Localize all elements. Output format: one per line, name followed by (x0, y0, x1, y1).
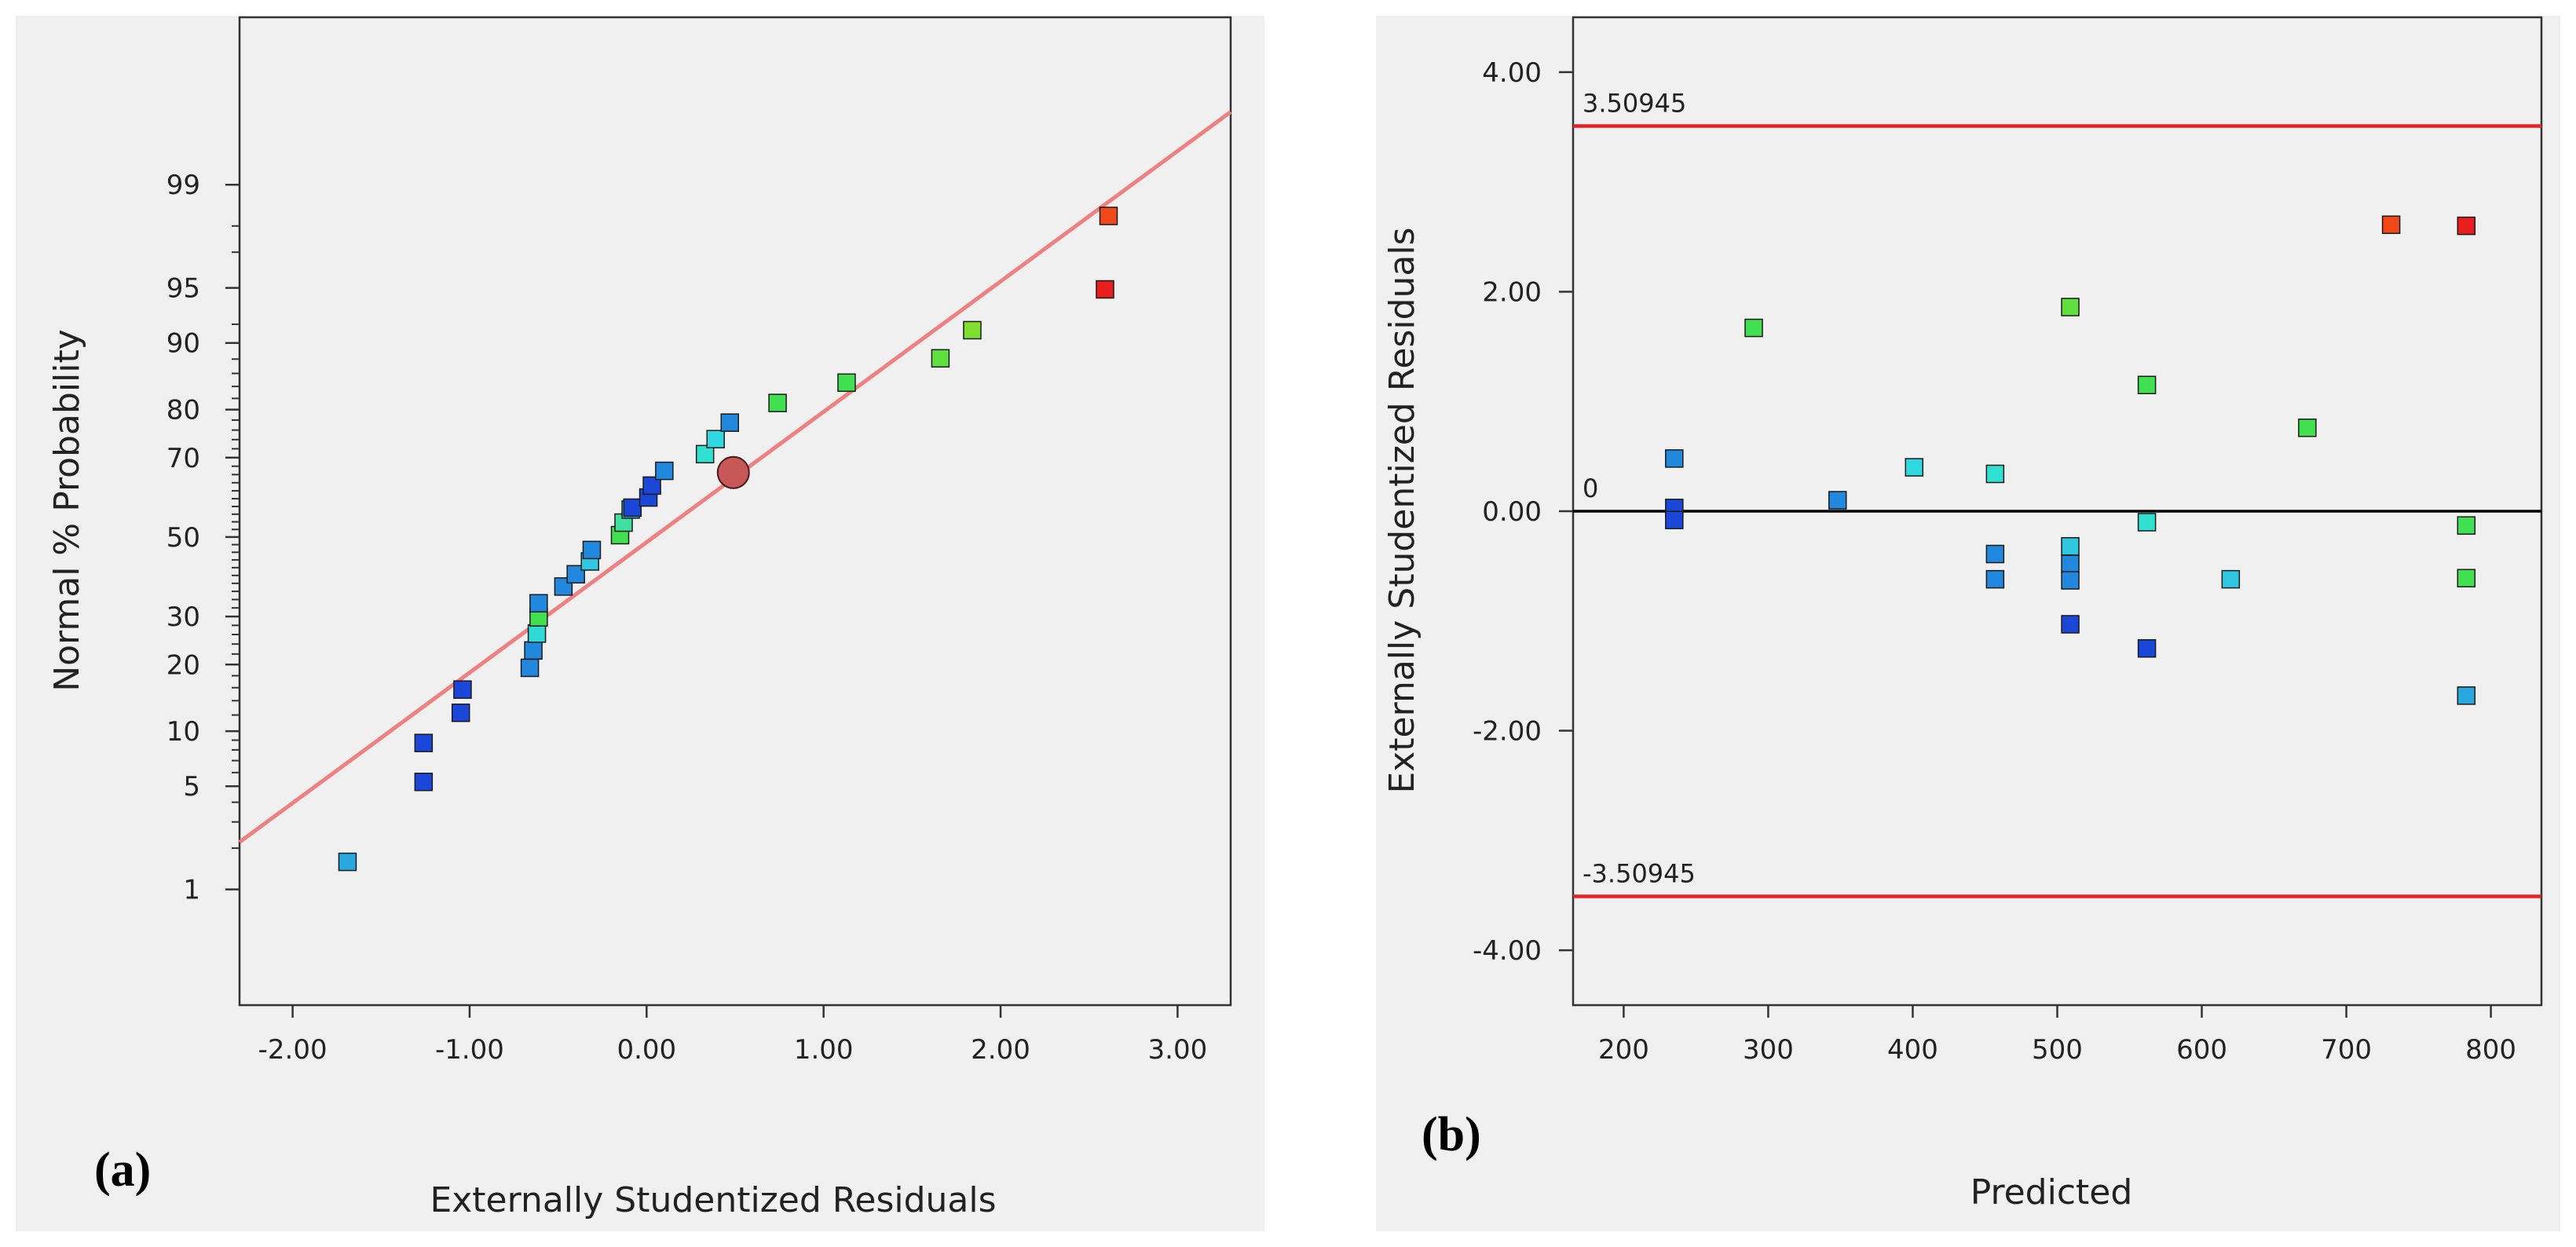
panel-b-reference-label: 3.50945 (1583, 88, 1686, 118)
panel-b-data-point (2137, 513, 2157, 532)
panel-b-x-tick-label: 400 (1887, 1034, 1938, 1066)
panel-a-x-axis-title: Externally Studentized Residuals (430, 1180, 996, 1220)
panel-a-y-axis-title: Normal % Probability (47, 329, 87, 692)
panel-a-data-point (453, 680, 472, 699)
panel-b-x-axis-title: Predicted (1970, 1172, 2133, 1212)
panel-a-data-point (768, 393, 787, 412)
panel-a-x-tick-label: -1.00 (435, 1034, 504, 1066)
panel-b-data-point (2457, 569, 2476, 588)
panel-a-data-point (582, 540, 602, 560)
panel-b-x-tick-label: 500 (2032, 1034, 2083, 1066)
panel-a-data-point (695, 444, 715, 464)
panel-a-y-tick-label: 70 (166, 443, 200, 474)
panel-b-x-tick-label: 800 (2465, 1034, 2516, 1066)
panel-a-data-point (338, 852, 357, 872)
panel-a-data-point (963, 320, 982, 340)
panel-b-x-tick-label: 600 (2176, 1034, 2227, 1066)
panel-a-y-tick-label: 95 (166, 273, 200, 305)
panel-b-y-tick-label: 2.00 (1482, 276, 1542, 308)
panel-a-x-tick-label: 2.00 (971, 1034, 1030, 1066)
panel-a-data-point (623, 498, 642, 517)
panel-a-x-tick-label: 0.00 (617, 1034, 676, 1066)
panel-a-data-point (414, 733, 434, 752)
panel-b-data-point (1985, 544, 2005, 564)
panel-b-y-tick-label: 0.00 (1482, 496, 1542, 528)
panel-b-data-point (1985, 569, 2005, 589)
panel-b-data-point (1905, 458, 1924, 477)
panel-a-y-tick-label: 10 (166, 716, 200, 748)
panel-a-data-point (655, 461, 674, 481)
panel-b-data-point (2061, 298, 2080, 316)
panel-b-data-point (1828, 491, 1847, 510)
panel-b-data-point (2061, 536, 2080, 556)
panel-a-y-tick-label: 20 (166, 649, 200, 681)
panel-a-x-tick-label: -2.00 (258, 1034, 327, 1066)
panel-a-plot-area (238, 16, 1232, 1007)
panel-a-label: (a) (94, 1143, 151, 1197)
panel-a-data-point (642, 476, 661, 496)
panel-b-x-tick-label: 300 (1743, 1034, 1794, 1066)
panel-b-x-tick-label: 700 (2321, 1034, 2372, 1066)
panel-a-data-point (1096, 280, 1114, 299)
panel-b-data-point (1665, 449, 1684, 468)
panel-a-highlighted-point (716, 455, 750, 489)
panel-b-data-point (2061, 571, 2080, 590)
panel-b-reference-label: -3.50945 (1583, 859, 1696, 889)
panel-b-data-point (2381, 215, 2401, 234)
panel-a-y-tick-label: 30 (166, 602, 200, 633)
panel-a-y-tick-label: 99 (166, 170, 200, 201)
panel-a-y-tick-label: 90 (166, 328, 200, 360)
panel-a-y-tick-label: 50 (166, 522, 200, 554)
panel-b-y-tick-label: -2.00 (1473, 716, 1542, 748)
panel-a-x-tick-label: 1.00 (794, 1034, 854, 1066)
panel-a-data-point (520, 658, 540, 678)
panel-a-data-point (706, 430, 725, 448)
panel-b-data-point (2137, 375, 2157, 395)
panel-b-y-axis-title: Externally Studentized Residuals (1382, 227, 1422, 793)
panel-b-data-point (2298, 419, 2317, 437)
panel-b-data-point (2457, 516, 2476, 535)
panel-b-label: (b) (1422, 1108, 1481, 1161)
panel-a-data-point (1099, 207, 1118, 225)
panel-b-y-tick-label: 4.00 (1482, 57, 1542, 89)
panel-a-data-point (566, 565, 585, 584)
panel-b-x-tick-label: 200 (1598, 1034, 1649, 1066)
panel-b-data-point (2457, 686, 2476, 705)
panel-a-y-tick-label: 1 (183, 875, 200, 906)
panel-a-data-point (720, 413, 739, 432)
panel-a-y-tick-label: 5 (183, 771, 200, 803)
panel-b-data-point (2061, 554, 2080, 573)
panel-b-residuals-vs-predicted: -4.00 -2.00 0.00 2.00 4.00 200 300 400 500 600 70… (1376, 16, 2560, 1231)
panel-b-data-point (2221, 569, 2241, 589)
panel-b-data-point (2457, 216, 2476, 236)
panel-a-data-point (524, 641, 543, 660)
panel-a-data-point (414, 772, 434, 792)
panel-a-data-point (931, 349, 950, 368)
panel-a-y-tick-label: 80 (166, 395, 200, 426)
panel-a-normal-probability-plot: 1 5 10 20 30 50 70 80 90 95 99 -2.00 -1.00 0.00 1.00 2… (16, 16, 1264, 1231)
panel-b-data-point (2137, 638, 2157, 658)
panel-b-data-point (1744, 318, 1763, 338)
panel-a-data-point (451, 703, 470, 722)
panel-a-x-tick-label: 3.00 (1148, 1034, 1208, 1066)
panel-b-data-point (2061, 615, 2080, 634)
panel-b-data-point (1985, 464, 2005, 484)
panel-b-y-tick-label: -4.00 (1473, 935, 1542, 967)
panel-a-data-point (527, 624, 547, 643)
panel-b-reference-label: 0 (1583, 474, 1598, 503)
panel-b-data-point (1665, 510, 1684, 529)
panel-a-data-point (529, 594, 548, 613)
panel-a-data-point (837, 373, 856, 393)
